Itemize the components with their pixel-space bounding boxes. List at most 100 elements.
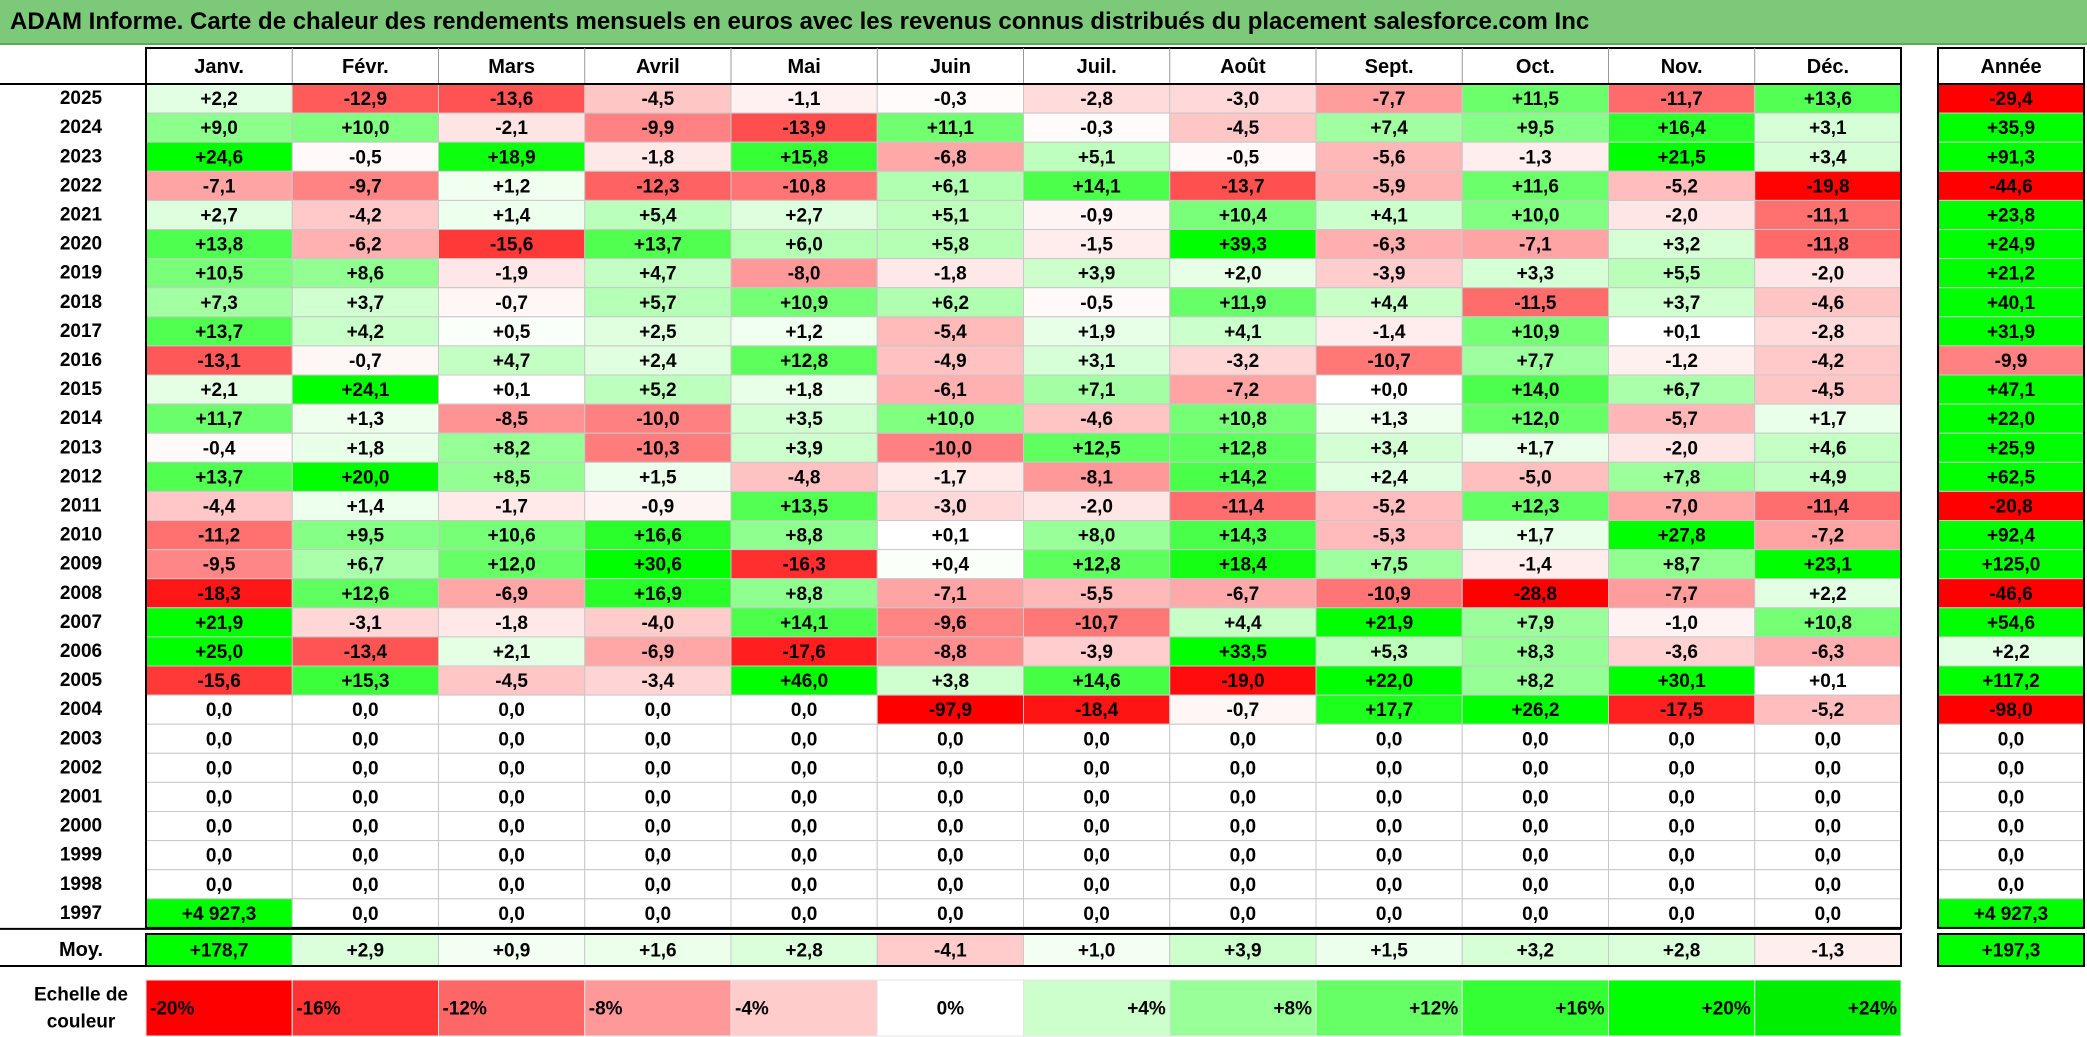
heatmap-cell <box>1023 840 1171 871</box>
cell-value: 0,0 <box>352 817 378 838</box>
heatmap-cell <box>1315 199 1463 230</box>
cell-value: -4,4 <box>203 496 236 517</box>
heatmap-cell <box>1608 287 1756 318</box>
heatmap-cell <box>291 723 439 754</box>
cell-value: -10,0 <box>929 438 972 459</box>
cell-value: -1,8 <box>934 264 967 285</box>
heatmap-cell <box>1608 840 1756 871</box>
cell-value: 0,0 <box>498 700 524 721</box>
cell-value: +2,1 <box>200 380 238 401</box>
annual-cell <box>1937 258 2085 289</box>
heatmap-cell <box>1315 694 1463 725</box>
heatmap-cell <box>1608 520 1756 551</box>
cell-value: 0,0 <box>645 787 671 808</box>
heatmap-cell <box>1754 607 1902 638</box>
cell-value: +10,5 <box>195 264 244 285</box>
column-header: Sept. <box>1365 56 1414 78</box>
cell-value: 0,0 <box>645 846 671 867</box>
cell-value: +5,4 <box>639 205 677 226</box>
heatmap-cell <box>876 490 1024 521</box>
heatmap-cell <box>1169 840 1317 871</box>
heatmap-cell <box>1461 374 1609 405</box>
average-value: +1,5 <box>1370 941 1408 962</box>
heatmap-cell <box>145 258 293 289</box>
heatmap-cell <box>291 694 439 725</box>
heatmap-cell <box>1169 490 1317 521</box>
heatmap-cell <box>584 112 732 143</box>
annual-cell <box>1937 752 2085 783</box>
annual-cell <box>1937 461 2085 492</box>
cell-value: +7,9 <box>1517 613 1555 634</box>
cell-value: 0,0 <box>498 817 524 838</box>
cell-value: 0,0 <box>791 904 817 925</box>
cell-value: -17,6 <box>782 642 825 663</box>
cell-value: +7,1 <box>1078 380 1116 401</box>
cell-value: -13,1 <box>197 351 241 372</box>
cell-value: +23,1 <box>1804 555 1853 576</box>
cell-value: -1,9 <box>495 264 528 285</box>
heatmap-cell <box>1461 694 1609 725</box>
cell-value: +2,4 <box>639 351 677 372</box>
cell-value: -0,3 <box>1080 118 1113 139</box>
cell-value: +4,6 <box>1809 438 1847 459</box>
cell-value: 0,0 <box>206 787 232 808</box>
cell-value: 0,0 <box>1230 904 1256 925</box>
column-header: Août <box>1220 56 1266 78</box>
heatmap-cell <box>1754 83 1902 114</box>
annual-value: +2,2 <box>1992 642 2030 663</box>
cell-value: 0,0 <box>791 700 817 721</box>
cell-value: -0,7 <box>349 351 382 372</box>
annual-border <box>1937 83 2085 929</box>
heatmap-cell <box>1023 636 1171 667</box>
cell-value: -8,0 <box>788 264 821 285</box>
cell-value: +7,7 <box>1517 351 1555 372</box>
cell-value: 0,0 <box>1668 904 1694 925</box>
cell-value: +24,6 <box>195 147 243 168</box>
cell-value: -7,1 <box>1519 235 1552 256</box>
annual-value: +125,0 <box>1982 555 2041 576</box>
heatmap-cell <box>438 170 586 201</box>
cell-value: +12,3 <box>1511 496 1559 517</box>
cell-value: +5,5 <box>1663 264 1701 285</box>
cell-value: -5,2 <box>1812 700 1845 721</box>
annual-value: +35,9 <box>1987 118 2035 139</box>
cell-value: 0,0 <box>352 904 378 925</box>
heatmap-cell <box>730 781 878 813</box>
cell-value: 0,0 <box>352 758 378 779</box>
heatmap-cell <box>291 461 439 492</box>
column-header: Juil. <box>1077 56 1117 78</box>
heatmap-cell <box>1608 723 1756 754</box>
heatmap-cell <box>730 316 878 347</box>
cell-value: +1,8 <box>347 438 385 459</box>
cell-value: +0,0 <box>1370 380 1408 401</box>
cell-value: +9,5 <box>1517 118 1555 139</box>
heatmap-cell <box>1608 199 1756 230</box>
cell-value: 0,0 <box>498 787 524 808</box>
heatmap-cell <box>1315 607 1463 638</box>
heatmap-cell <box>1461 112 1609 143</box>
annual-value: -20,8 <box>1989 496 2032 517</box>
row-year-label: 2007 <box>60 612 102 633</box>
heatmap-cell <box>1754 840 1902 871</box>
cell-value: -11,5 <box>1514 293 1557 314</box>
heatmap-cell <box>145 170 293 201</box>
cell-value: +10,8 <box>1219 409 1267 430</box>
heatmap-cell <box>1608 432 1756 463</box>
heatmap-cell <box>1169 345 1317 376</box>
heatmap-cell <box>730 549 878 580</box>
annual-value: +40,1 <box>1987 293 2036 314</box>
cell-value: 0,0 <box>352 787 378 808</box>
cell-value: +6,0 <box>785 235 823 256</box>
heatmap-cell <box>1169 578 1317 609</box>
color-scale-tick: +24% <box>1848 999 1897 1020</box>
heatmap-cell <box>1315 170 1463 201</box>
cell-value: -9,9 <box>642 118 675 139</box>
heatmap-cell <box>438 403 586 434</box>
cell-value: +9,0 <box>200 118 238 139</box>
heatmap-cell <box>291 811 439 842</box>
heatmap-cell <box>1169 316 1317 347</box>
cell-value: -7,2 <box>1227 380 1260 401</box>
cell-value: +15,8 <box>780 147 828 168</box>
cell-value: -1,3 <box>1519 147 1552 168</box>
cell-value: -6,1 <box>934 380 967 401</box>
